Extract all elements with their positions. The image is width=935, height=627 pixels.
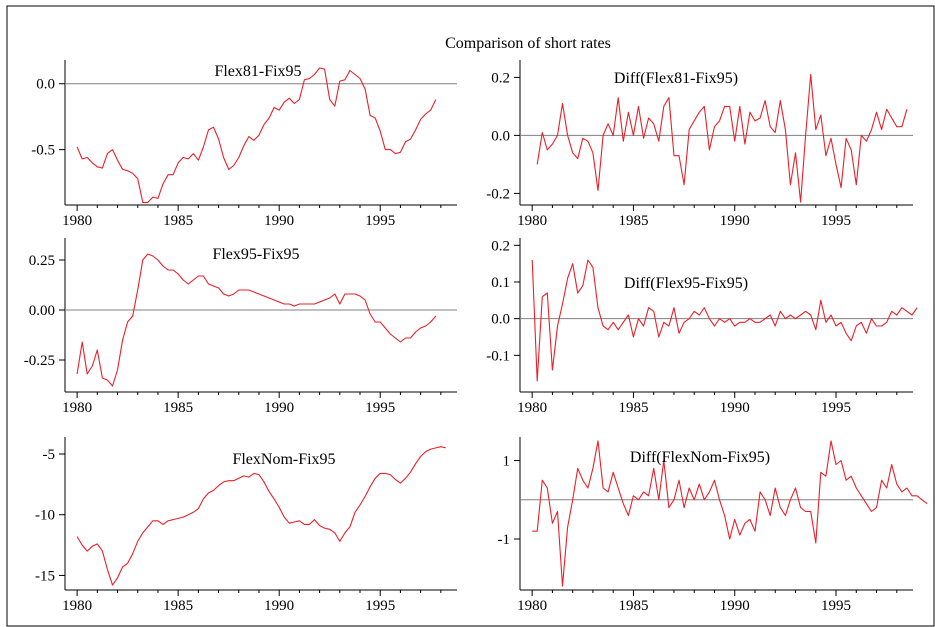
panel-diff-flexnom-fix95: 1980 1985 1990 1995 1 -1 Diff(FlexNom-Fix95): [498, 437, 928, 614]
y-tick-label: -0.25: [24, 353, 55, 369]
x-tick-label: 1980: [517, 598, 547, 614]
x-tick-label: 1985: [618, 213, 648, 229]
panel-flex95-fix95: 1980 1985 1990 1995 0.25 0.00 -0.25 Flex95-Fix9…: [24, 238, 457, 416]
x-tick-label: 1990: [720, 213, 750, 229]
x-tick-label: 1990: [264, 400, 294, 416]
y-tick-label: 0.0: [491, 128, 510, 144]
x-tick-label: 1995: [365, 213, 395, 229]
y-tick-label: 0.2: [491, 238, 510, 254]
x-tick-label: 1995: [821, 400, 851, 416]
y-tick-label: -1: [498, 532, 511, 548]
y-tick-label: -0.2: [486, 186, 510, 202]
series-line-flex95-fix95: [76, 253, 437, 387]
panel-title-diff-flex95-fix95: Diff(Flex95-Fix95): [624, 275, 748, 292]
x-tick-label: 1985: [618, 598, 648, 614]
panel-title-flex95-fix95: Flex95-Fix95: [212, 246, 299, 263]
x-tick-label: 1995: [821, 213, 851, 229]
panel-flexnom-fix95: 1980 1985 1990 1995 -5 -10 -15 FlexNom-Fix95: [35, 437, 457, 614]
series-line-flexnom-fix95: [76, 446, 447, 586]
panel-diff-flex95-fix95: 1980 1985 1990 1995 0.2 0.1 0.0 -0.1 Diff(Flex95…: [486, 238, 918, 416]
y-tick-label: 1: [503, 454, 511, 470]
x-tick-label: 1980: [62, 400, 92, 416]
x-tick-label: 1990: [720, 400, 750, 416]
y-tick-label: 0.0: [36, 77, 55, 93]
x-tick-label: 1980: [517, 213, 547, 229]
x-tick-label: 1995: [821, 598, 851, 614]
y-tick-label: 0.00: [29, 303, 55, 319]
y-tick-label: 0.0: [491, 312, 510, 328]
figure-frame: [6, 5, 935, 627]
y-tick-label: -10: [35, 508, 55, 524]
y-tick-label: -0.5: [31, 143, 55, 159]
x-tick-label: 1980: [517, 400, 547, 416]
panel-diff-flex81-fix95: 1980 1985 1990 1995 0.2 0.0 -0.2 Diff(Flex81-Fi…: [486, 60, 913, 229]
series-line-diff-flex81-fix95: [536, 73, 908, 203]
figure-title: Comparison of short rates: [445, 35, 611, 52]
panel-flex81-fix95: 1980 1985 1990 1995 0.0 -0.5 Flex81-Fix95: [31, 60, 457, 229]
x-tick-label: 1990: [264, 213, 294, 229]
series-line-flex81-fix95: [76, 67, 437, 203]
x-tick-label: 1985: [163, 400, 193, 416]
panel-title-diff-flex81-fix95: Diff(Flex81-Fix95): [614, 70, 738, 87]
y-tick-label: -0.1: [486, 348, 510, 364]
x-tick-label: 1995: [365, 400, 395, 416]
x-tick-label: 1995: [365, 598, 395, 614]
x-tick-label: 1990: [720, 598, 750, 614]
y-tick-label: 0.25: [29, 253, 55, 269]
series-line-diff-flexnom-fix95: [532, 440, 928, 587]
y-tick-label: -5: [43, 447, 56, 463]
series-line-diff-flex95-fix95: [531, 259, 918, 382]
x-tick-label: 1985: [163, 213, 193, 229]
x-tick-label: 1985: [618, 400, 648, 416]
panel-title-flex81-fix95: Flex81-Fix95: [214, 63, 301, 80]
y-tick-label: 0.1: [491, 275, 510, 291]
y-tick-label: -15: [35, 568, 55, 584]
panel-title-flexnom-fix95: FlexNom-Fix95: [232, 451, 335, 468]
x-tick-label: 1990: [264, 598, 294, 614]
x-tick-label: 1985: [163, 598, 193, 614]
panel-title-diff-flexnom-fix95: Diff(FlexNom-Fix95): [630, 449, 770, 466]
y-tick-label: 0.2: [491, 70, 510, 86]
x-tick-label: 1980: [62, 598, 92, 614]
x-tick-label: 1980: [62, 213, 92, 229]
